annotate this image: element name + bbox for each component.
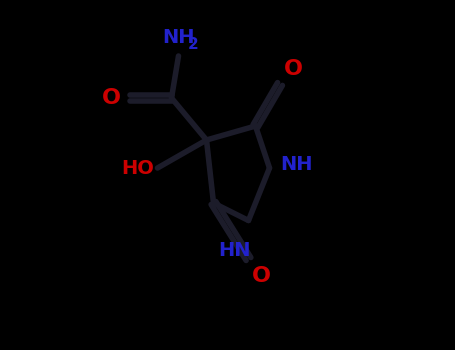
Text: NH: NH bbox=[280, 155, 313, 174]
Text: O: O bbox=[252, 266, 271, 286]
Text: HO: HO bbox=[121, 159, 154, 177]
Text: O: O bbox=[102, 88, 121, 108]
Text: O: O bbox=[283, 59, 303, 79]
Text: 2: 2 bbox=[188, 37, 198, 52]
Text: HN: HN bbox=[218, 241, 251, 260]
Text: NH: NH bbox=[162, 28, 195, 47]
